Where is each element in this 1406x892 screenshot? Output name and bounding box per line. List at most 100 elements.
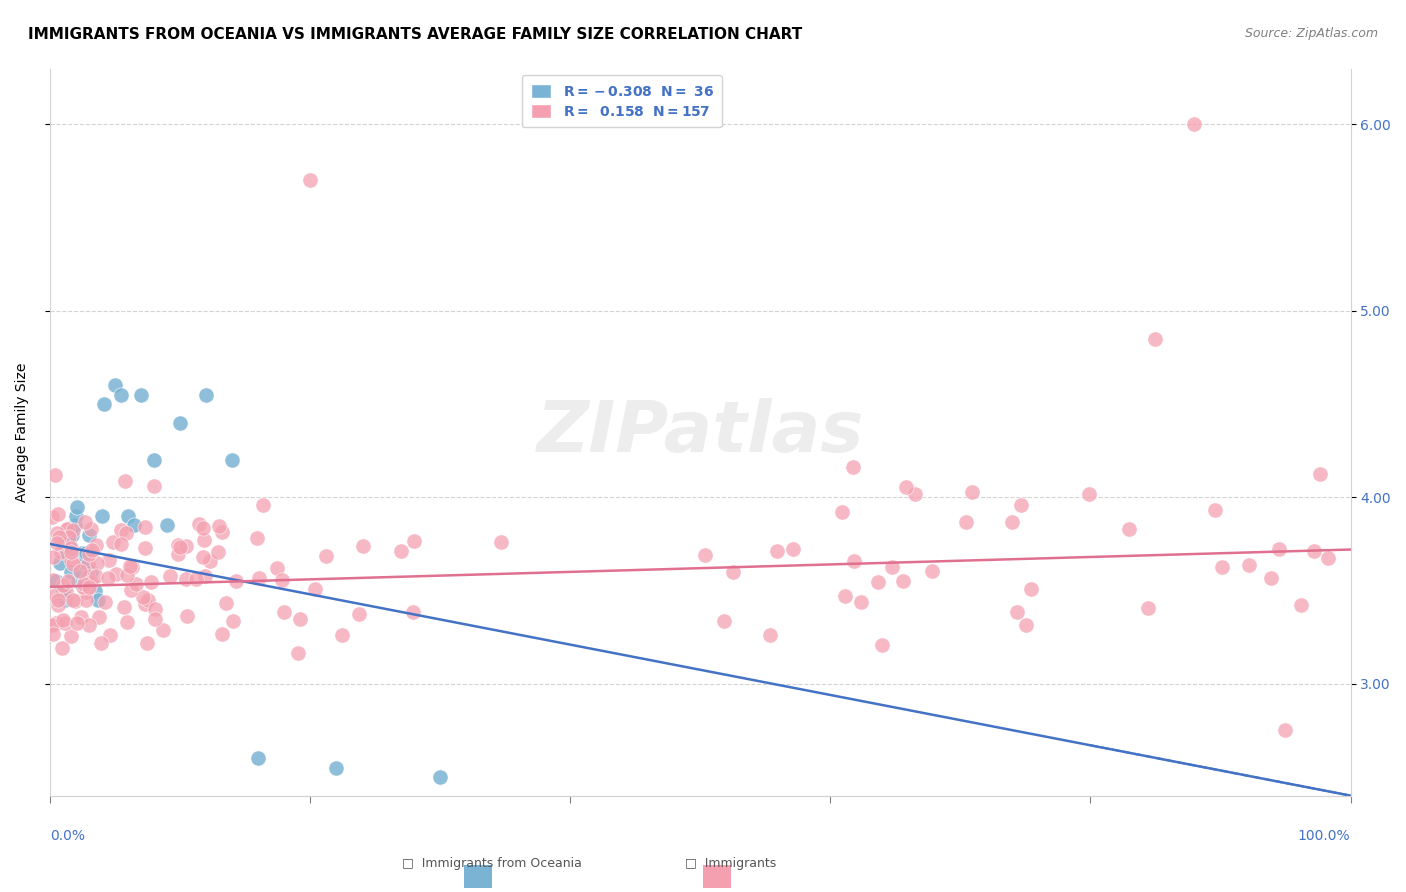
Text: Source: ZipAtlas.com: Source: ZipAtlas.com: [1244, 27, 1378, 40]
Point: [221, 453, 243, 467]
Point: [60, 541, 83, 555]
Point: [66, 615, 89, 630]
Point: [166, 547, 188, 561]
Point: [176, 608, 198, 623]
Point: [713, 614, 735, 628]
Point: [59, 629, 82, 643]
Point: [72, 580, 94, 594]
Point: [186, 572, 208, 586]
Point: [215, 596, 238, 610]
Point: [142, 453, 165, 467]
Point: [134, 520, 156, 534]
Point: [904, 487, 927, 501]
Y-axis label: Average Family Size: Average Family Size: [15, 362, 30, 502]
Point: [169, 541, 191, 555]
Point: [58, 530, 80, 544]
Point: [136, 636, 159, 650]
Point: [110, 524, 132, 538]
Point: [121, 560, 143, 574]
Point: [120, 583, 142, 598]
Point: [117, 615, 139, 629]
Point: [115, 525, 138, 540]
Point: [112, 599, 135, 614]
Point: [129, 388, 152, 402]
Point: [167, 538, 190, 552]
Point: [49, 545, 72, 559]
Point: [266, 561, 288, 575]
Point: [246, 751, 269, 765]
Text: □  Immigrants from Oceania: □ Immigrants from Oceania: [402, 856, 582, 870]
Point: [891, 574, 914, 588]
Point: [55, 546, 77, 560]
Point: [896, 480, 918, 494]
Point: [97, 552, 120, 566]
Point: [75, 546, 97, 560]
Point: [87, 610, 110, 624]
Point: [870, 638, 893, 652]
Point: [1005, 605, 1028, 619]
Point: [325, 761, 347, 775]
Point: [76, 557, 98, 571]
Point: [921, 564, 943, 578]
Point: [1274, 723, 1296, 738]
Point: [315, 549, 337, 564]
Point: [52, 583, 75, 598]
Point: [103, 535, 125, 549]
Legend: $\mathbf{R = -0.308}$  $\mathbf{N = \ 36}$, $\mathbf{R = \ \ 0.158}$  $\mathbf{N: $\mathbf{R = -0.308}$ $\mathbf{N = \ 36}…: [522, 76, 723, 128]
Point: [72, 546, 94, 560]
Point: [389, 544, 412, 558]
Point: [56, 522, 79, 536]
Point: [1118, 522, 1140, 536]
Text: ZIPatlas: ZIPatlas: [537, 398, 863, 467]
Point: [51, 640, 73, 655]
Point: [169, 416, 191, 430]
Point: [211, 524, 233, 539]
Point: [211, 627, 233, 641]
Point: [72, 556, 94, 570]
Point: [42, 549, 65, 564]
Point: [45, 615, 67, 630]
Point: [55, 584, 77, 599]
Point: [287, 646, 309, 660]
Point: [844, 554, 866, 568]
Point: [76, 569, 98, 583]
Point: [52, 536, 75, 550]
Point: [693, 548, 716, 562]
Point: [55, 592, 77, 607]
Point: [77, 527, 100, 541]
Point: [59, 552, 82, 566]
Point: [429, 770, 451, 784]
Point: [86, 556, 108, 570]
Point: [52, 613, 75, 627]
Point: [80, 565, 103, 579]
Point: [44, 588, 66, 602]
Point: [84, 538, 107, 552]
Point: [56, 574, 79, 588]
Point: [273, 605, 295, 619]
Point: [304, 582, 326, 596]
Point: [174, 572, 197, 586]
Text: 0.0%: 0.0%: [49, 830, 84, 843]
Point: [75, 593, 97, 607]
Point: [402, 605, 425, 619]
Point: [194, 388, 217, 402]
Point: [120, 559, 142, 574]
Point: [56, 522, 79, 536]
Point: [1268, 542, 1291, 557]
Point: [115, 568, 138, 582]
Point: [842, 460, 865, 475]
Point: [404, 533, 426, 548]
Point: [765, 543, 787, 558]
Point: [866, 575, 889, 590]
Point: [63, 594, 86, 608]
Point: [59, 565, 82, 579]
Point: [955, 515, 977, 529]
Point: [1001, 515, 1024, 529]
Point: [194, 569, 217, 583]
Point: [41, 627, 63, 641]
Text: □  Immigrants: □ Immigrants: [686, 856, 776, 870]
Point: [193, 549, 215, 564]
Point: [58, 537, 80, 551]
Point: [759, 627, 782, 641]
Point: [77, 618, 100, 632]
